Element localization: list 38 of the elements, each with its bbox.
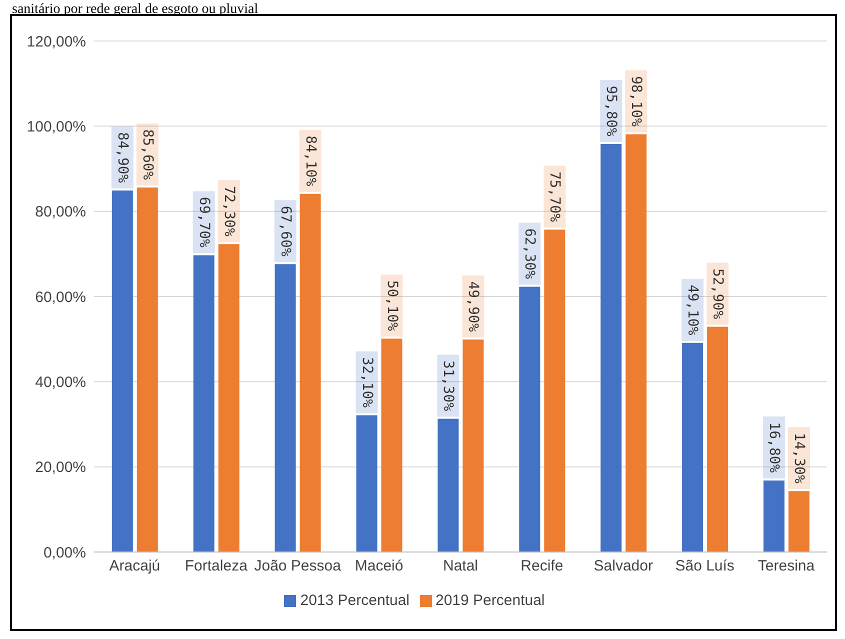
legend-label: 2013 Percentual — [300, 592, 410, 609]
data-label: 49,90% — [465, 281, 482, 332]
data-label: 75,70% — [546, 171, 563, 222]
data-label: 95,80% — [603, 86, 620, 137]
x-tick-label: Aracajú — [109, 558, 160, 575]
data-label: 14,30% — [790, 432, 807, 484]
data-label: 62,30% — [522, 228, 538, 280]
y-tick-label: 60,00% — [35, 288, 86, 306]
x-tick-label: Teresina — [758, 558, 816, 575]
y-tick-label: 40,00% — [35, 374, 86, 391]
data-label: 84,10% — [302, 136, 318, 187]
y-tick-label: 20,00% — [35, 459, 86, 476]
data-label: 52,90% — [710, 268, 726, 320]
legend-label: 2019 Percentual — [436, 592, 545, 609]
data-label: 85,60% — [139, 129, 156, 180]
y-tick-label: 120,00% — [26, 33, 86, 50]
data-label: 84,90% — [114, 132, 130, 184]
data-label: 16,80% — [766, 422, 782, 474]
data-label: 72,30% — [220, 186, 237, 237]
y-tick-label: 0,00% — [43, 544, 86, 562]
x-tick-label: João Pessoa — [254, 558, 342, 575]
x-tick-label: São Luís — [675, 558, 734, 575]
data-label: 49,10% — [684, 284, 701, 336]
bar — [600, 144, 622, 552]
data-label: 31,30% — [440, 360, 456, 412]
data-label: 67,60% — [277, 206, 294, 257]
data-label: 98,10% — [628, 76, 644, 128]
x-tick-label: Recife — [520, 558, 564, 575]
x-tick-label: Maceió — [354, 558, 404, 575]
y-tick-label: 100,00% — [26, 118, 86, 136]
x-tick-label: Natal — [442, 558, 478, 575]
data-label: 50,10% — [384, 280, 400, 332]
bar — [462, 340, 484, 552]
x-tick-label: Fortaleza — [184, 558, 248, 575]
data-label: 32,10% — [358, 357, 375, 408]
x-tick-label: Salvador — [594, 558, 653, 575]
data-label: 69,70% — [196, 196, 212, 248]
y-tick-label: 80,00% — [35, 204, 86, 221]
